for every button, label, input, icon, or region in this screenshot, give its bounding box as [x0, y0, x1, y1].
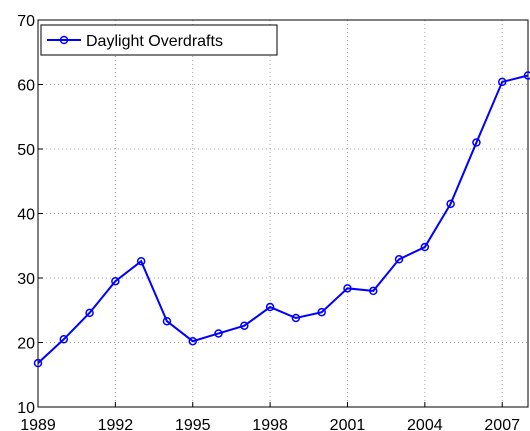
y-tick-label: 10 — [17, 400, 35, 417]
y-tick-label: 30 — [17, 271, 35, 288]
x-tick-label: 1998 — [252, 417, 288, 431]
plot-frame — [37, 19, 529, 408]
x-tick-label: 1989 — [20, 417, 56, 431]
data-marker — [472, 138, 481, 147]
data-marker — [291, 313, 301, 323]
x-tick-label: 1995 — [175, 417, 211, 431]
data-marker — [497, 77, 507, 87]
y-tick-label: 60 — [17, 78, 35, 95]
y-tick-label: 70 — [17, 13, 35, 30]
data-marker — [85, 308, 94, 318]
data-marker — [394, 255, 404, 264]
data-marker — [240, 321, 249, 330]
y-tick-label: 20 — [17, 336, 35, 353]
y-tick-label: 50 — [17, 142, 35, 159]
data-marker — [162, 316, 172, 326]
data-marker — [59, 335, 69, 344]
data-marker — [265, 302, 275, 312]
data-marker — [523, 71, 530, 80]
data-marker — [343, 284, 352, 293]
data-marker — [446, 199, 455, 209]
x-tick-label: 2007 — [484, 417, 520, 431]
data-marker — [420, 242, 430, 252]
y-tick-label: 40 — [17, 207, 35, 224]
x-tick-label: 1992 — [98, 417, 134, 431]
data-line — [37, 74, 529, 364]
data-marker — [136, 256, 146, 266]
data-marker — [33, 358, 43, 368]
legend-marker — [59, 35, 69, 45]
x-tick-label: 2001 — [330, 417, 366, 431]
data-marker — [317, 307, 326, 317]
data-marker — [188, 336, 197, 346]
data-marker — [214, 329, 223, 338]
x-tick-label: 2004 — [407, 417, 443, 431]
data-marker — [369, 286, 378, 296]
data-marker — [111, 276, 120, 286]
legend-label: Daylight Overdrafts — [86, 33, 223, 50]
